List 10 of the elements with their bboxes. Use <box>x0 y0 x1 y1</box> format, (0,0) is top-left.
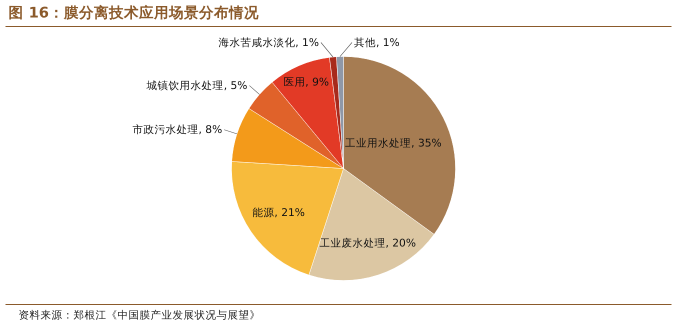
slice-label: 工业废水处理, 20% <box>319 236 416 250</box>
slice-label: 工业用水处理, 35% <box>345 136 442 150</box>
chart-title: 图 16：膜分离技术应用场景分布情况 <box>8 4 260 22</box>
slice-label: 城镇饮用水处理, 5% <box>146 79 248 92</box>
slice-label: 市政污水处理, 8% <box>132 123 222 136</box>
slice-label: 海水苦咸水淡化, 1% <box>218 36 319 49</box>
slice-label: 医用, 9% <box>283 76 329 89</box>
slice-label: 能源, 21% <box>252 206 305 220</box>
slice-label: 其他, 1% <box>354 36 400 49</box>
text: 资料来源：郑根江《中国膜产业发展状况与展望》 <box>18 308 260 322</box>
